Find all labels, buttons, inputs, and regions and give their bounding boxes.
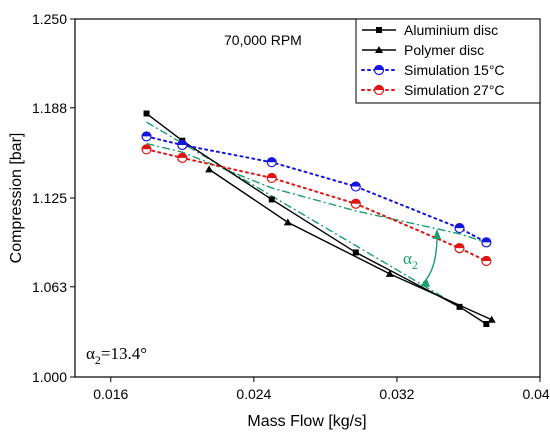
legend-label: Polymer disc xyxy=(404,42,484,58)
series-line xyxy=(145,148,488,263)
data-point-half-circle xyxy=(373,84,385,96)
data-point-square xyxy=(456,303,463,310)
data-point-half-circle xyxy=(350,181,361,192)
data-point-half-circle xyxy=(373,64,385,76)
y-tick-label: 1.188 xyxy=(32,100,67,116)
x-tick-label: 0.040 xyxy=(522,386,550,402)
angle-label: α2 xyxy=(403,249,418,272)
x-axis-title: Mass Flow [kg/s] xyxy=(247,413,366,430)
data-point-half-circle xyxy=(266,157,277,168)
data-point-half-circle xyxy=(481,255,492,267)
series-simulation-15-c xyxy=(141,131,492,248)
data-point-half-circle xyxy=(266,172,277,184)
data-point-half-circle xyxy=(141,144,152,155)
bottom-annotation: α2=13.4° xyxy=(86,344,147,367)
fit-lines xyxy=(146,121,487,308)
data-point-half-circle xyxy=(481,237,492,248)
angle-annotation: α2 xyxy=(403,229,441,287)
fit-line xyxy=(146,142,487,244)
legend-item: Aluminium disc xyxy=(362,22,498,38)
data-point-triangle xyxy=(487,315,496,323)
legend-item: Polymer disc xyxy=(362,42,484,58)
data-point-half-circle xyxy=(454,222,465,234)
data-point-half-circle xyxy=(177,152,188,164)
y-tick-label: 1.063 xyxy=(32,279,67,295)
series-layer xyxy=(141,110,496,328)
data-point-triangle xyxy=(375,46,383,53)
series-line xyxy=(208,168,492,321)
data-point-triangle xyxy=(205,165,214,173)
x-tick-label: 0.016 xyxy=(93,386,128,402)
series-polymer-disc xyxy=(205,165,496,323)
data-point-square xyxy=(143,110,150,117)
data-point-half-circle xyxy=(177,139,188,151)
series-simulation-27-c xyxy=(141,144,492,267)
data-point-square xyxy=(352,249,359,256)
top-annotation: 70,000 RPM xyxy=(224,32,302,48)
data-point-half-circle xyxy=(350,198,361,209)
y-axis-title: Compression [bar] xyxy=(8,133,25,264)
angle-arc xyxy=(422,234,438,284)
legend-item: Simulation 27°C xyxy=(361,82,505,98)
data-point-triangle xyxy=(385,269,394,277)
data-point-half-circle xyxy=(141,131,152,142)
data-point-triangle xyxy=(283,218,292,226)
legend: Aluminium disc Polymer disc Simulation 15°… xyxy=(355,18,541,104)
y-tick-label: 1.125 xyxy=(32,190,67,206)
y-tick-label: 1.000 xyxy=(32,369,67,385)
angle-arrow-down-icon xyxy=(420,279,430,287)
data-point-square xyxy=(268,196,275,203)
y-tick-label: 1.250 xyxy=(32,11,67,27)
x-tick-label: 0.024 xyxy=(236,386,271,402)
ticks-layer: 0.016 0.024 0.032 0.040 1.000 1.063 1.125 1.188… xyxy=(32,11,550,402)
legend-label: Simulation 15°C xyxy=(404,62,505,78)
x-tick-label: 0.032 xyxy=(379,386,414,402)
fit-line xyxy=(146,121,460,308)
data-point-square xyxy=(376,27,382,33)
data-point-half-circle xyxy=(454,243,465,254)
series-line xyxy=(146,112,487,325)
data-point-square xyxy=(483,321,490,328)
legend-label: Simulation 27°C xyxy=(404,82,505,98)
legend-item: Simulation 15°C xyxy=(361,62,505,78)
angle-arrow-up-icon xyxy=(433,229,441,239)
legend-label: Aluminium disc xyxy=(404,22,498,38)
